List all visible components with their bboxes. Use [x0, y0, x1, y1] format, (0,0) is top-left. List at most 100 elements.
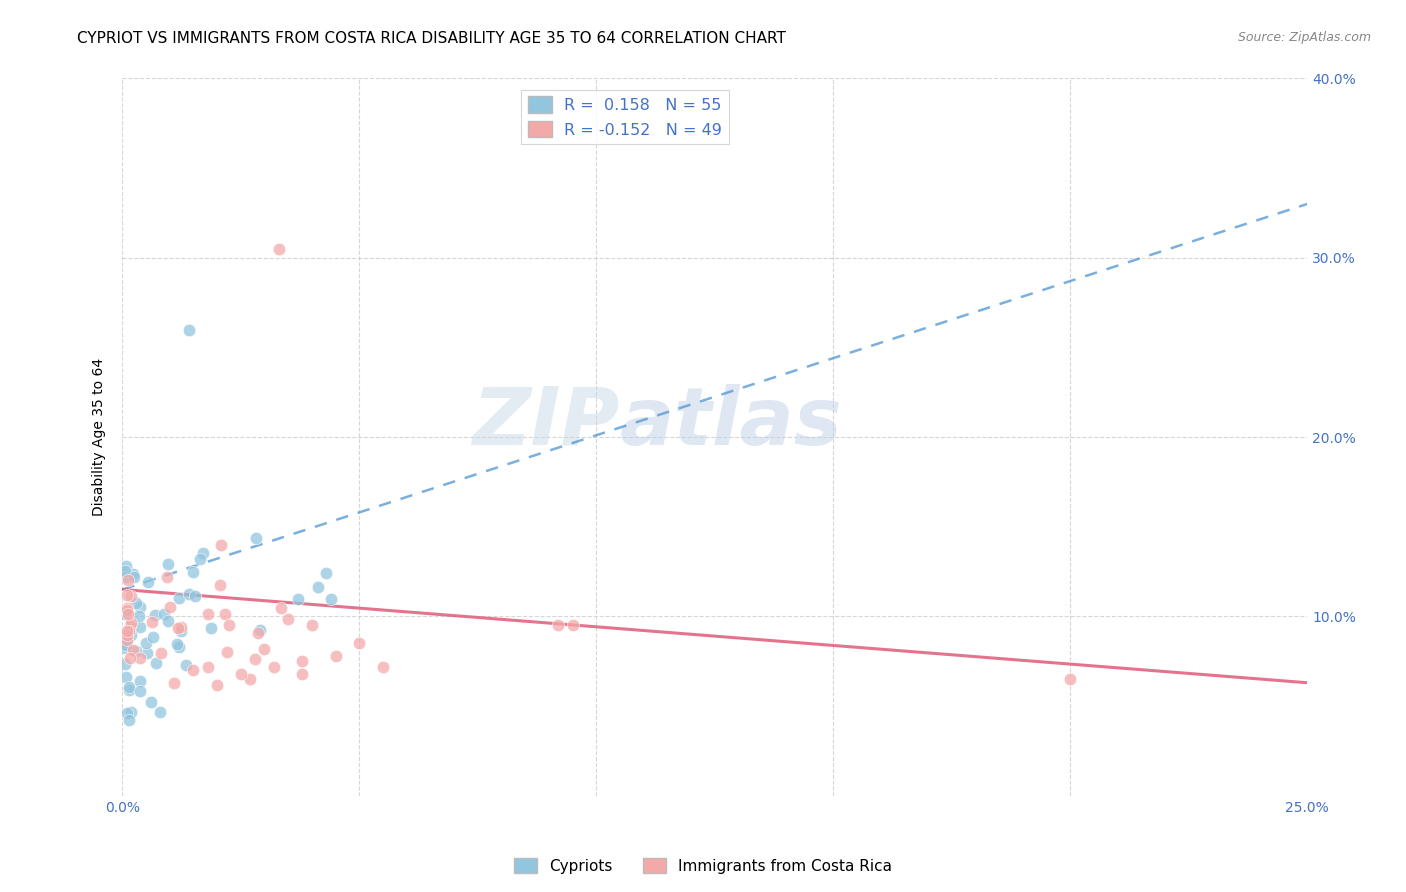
Point [114, 559, 136, 574]
Point [145, 656, 167, 670]
Point [270, 601, 292, 615]
Text: CYPRIOT VS IMMIGRANTS FROM COSTA RICA DISABILITY AGE 35 TO 64 CORRELATION CHART: CYPRIOT VS IMMIGRANTS FROM COSTA RICA DI… [77, 31, 786, 46]
Point [208, 578, 231, 592]
Point [122, 570, 145, 584]
Point [118, 713, 141, 727]
Point [287, 591, 309, 606]
Point [122, 566, 145, 581]
Point [118, 651, 141, 665]
Point [141, 696, 163, 710]
Text: Source: ZipAtlas.com: Source: ZipAtlas.com [1237, 31, 1371, 45]
Point [218, 618, 240, 632]
Point [128, 609, 150, 624]
Point [125, 644, 148, 658]
Point [167, 621, 190, 635]
Point [169, 591, 191, 606]
Point [190, 552, 212, 566]
Point [325, 648, 347, 663]
Point [120, 628, 142, 642]
Point [117, 607, 139, 622]
Point [142, 631, 165, 645]
Point [197, 607, 219, 621]
Point [115, 624, 138, 638]
Point [243, 652, 266, 666]
Point [267, 242, 290, 256]
Point [115, 588, 138, 602]
Point [118, 680, 141, 694]
Point [149, 706, 172, 720]
Point [129, 620, 152, 634]
Point [118, 619, 141, 633]
Point [157, 615, 180, 629]
Point [125, 596, 148, 610]
Point [159, 600, 181, 615]
Point [209, 538, 232, 552]
Point [291, 654, 314, 668]
Point [156, 557, 179, 571]
Point [547, 618, 569, 632]
Point [177, 587, 200, 601]
Point [349, 636, 371, 650]
Point [136, 646, 159, 660]
Point [118, 682, 141, 697]
Point [246, 626, 269, 640]
Point [170, 624, 193, 639]
Point [129, 650, 152, 665]
Point [114, 657, 136, 671]
Point [174, 657, 197, 672]
Point [138, 574, 160, 589]
Point [163, 676, 186, 690]
Point [115, 633, 138, 648]
Point [183, 663, 205, 677]
Point [170, 620, 193, 634]
Point [115, 600, 138, 615]
Point [229, 666, 252, 681]
Point [141, 615, 163, 629]
Point [301, 618, 323, 632]
Point [263, 659, 285, 673]
Point [371, 659, 394, 673]
Point [245, 532, 267, 546]
Point [120, 705, 142, 719]
Point [115, 603, 138, 617]
Point [114, 630, 136, 644]
Point [117, 573, 139, 587]
Point [167, 640, 190, 654]
Point [205, 677, 228, 691]
Point [114, 607, 136, 622]
Point [307, 580, 329, 594]
Point [200, 621, 222, 635]
Point [277, 612, 299, 626]
Point [561, 618, 583, 632]
Point [253, 641, 276, 656]
Legend: Cypriots, Immigrants from Costa Rica: Cypriots, Immigrants from Costa Rica [508, 852, 898, 880]
Y-axis label: Disability Age 35 to 64: Disability Age 35 to 64 [93, 358, 107, 516]
Point [143, 608, 166, 623]
Point [129, 684, 152, 698]
Point [114, 564, 136, 578]
Point [239, 672, 262, 686]
Point [214, 607, 236, 622]
Point [118, 624, 141, 638]
Point [183, 589, 205, 603]
Point [115, 632, 138, 647]
Point [156, 569, 179, 583]
Point [120, 616, 142, 631]
Point [1059, 672, 1081, 686]
Point [315, 566, 337, 580]
Point [115, 628, 138, 642]
Point [249, 623, 271, 637]
Point [135, 636, 157, 650]
Point [166, 636, 188, 650]
Point [115, 671, 138, 685]
Point [197, 659, 219, 673]
Point [120, 590, 142, 604]
Text: ZIP: ZIP [472, 384, 620, 462]
Point [122, 643, 145, 657]
Text: atlas: atlas [620, 384, 842, 462]
Point [181, 565, 204, 579]
Point [128, 673, 150, 688]
Point [319, 592, 342, 607]
Point [215, 645, 238, 659]
Point [114, 636, 136, 650]
